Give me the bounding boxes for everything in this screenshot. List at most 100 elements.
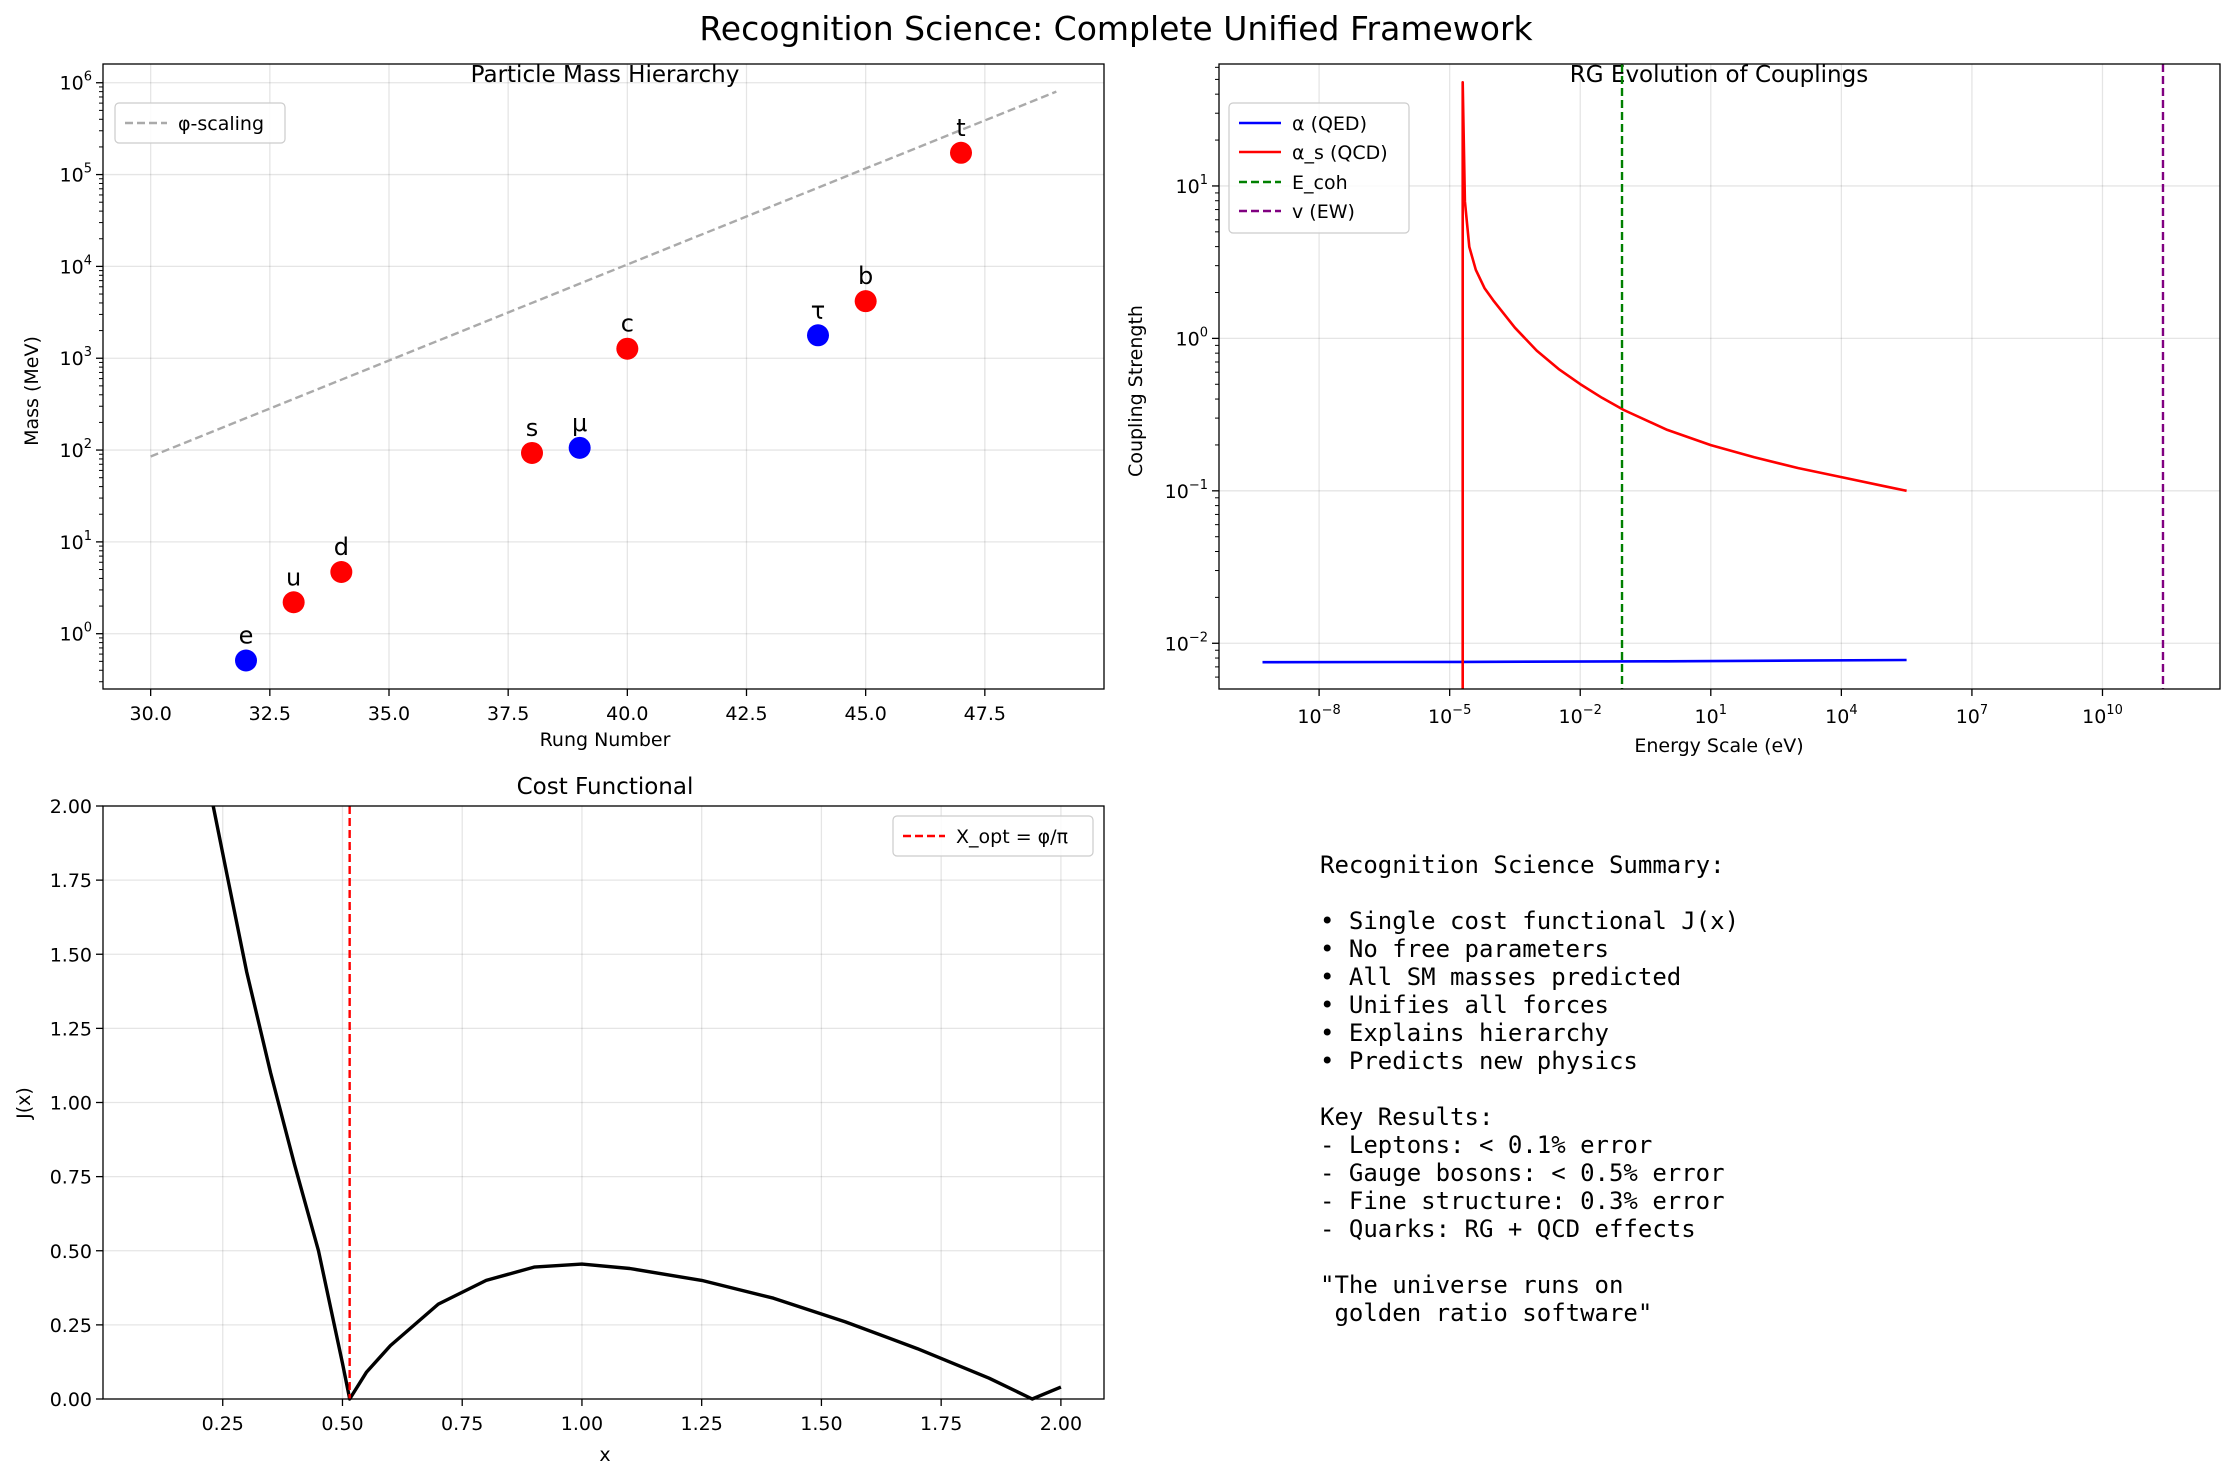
- particle-label-e: e: [239, 621, 254, 649]
- cost-chart-title: Cost Functional: [517, 774, 694, 800]
- key-result: - Gauge bosons: < 0.5% error: [1320, 1159, 1725, 1187]
- mass-xtick-label: 32.5: [249, 703, 291, 725]
- mass-chart-frame: [102, 63, 1105, 690]
- cost-xtick-label: 2.00: [1040, 1413, 1082, 1435]
- mass-xtick-label: 47.5: [964, 703, 1006, 725]
- mass-xtick-label: 40.0: [606, 703, 648, 725]
- mass-xtick-label: 30.0: [130, 703, 172, 725]
- key-result: - Quarks: RG + QCD effects: [1320, 1215, 1696, 1243]
- cost-ytick-label: 0.75: [50, 1167, 92, 1189]
- cost-xtick-label: 1.75: [920, 1413, 962, 1435]
- rg-legend-label-qed: α (QED): [1292, 113, 1367, 135]
- rg-xtick-label: 10−8: [1297, 703, 1340, 728]
- mass-hierarchy-chart: Particle Mass Hierarchy Rung Number Mass…: [21, 62, 1105, 751]
- cost-ytick-label: 2.00: [50, 796, 92, 818]
- particle-point-u: [282, 591, 305, 614]
- rg-xtick-label: 101: [1695, 703, 1727, 728]
- summary-bullet: • No free parameters: [1320, 935, 1609, 963]
- mass-xtick-label: 42.5: [725, 703, 767, 725]
- cost-functional-chart: Cost Functional x J(x) 0.25 0.50 0.75 1.00 1…: [13, 774, 1105, 1466]
- rg-xtick-label: 107: [1956, 703, 1988, 728]
- particle-label-u: u: [286, 563, 301, 591]
- cost-xtick-label: 1.50: [800, 1413, 842, 1435]
- summary-bullet: • Single cost functional J(x): [1320, 907, 1739, 935]
- cost-ytick-label: 1.50: [50, 944, 92, 966]
- particle-label-μ: μ: [572, 409, 587, 437]
- summary-title: Recognition Science Summary:: [1320, 851, 1725, 879]
- cost-ytick-label: 0.25: [50, 1315, 92, 1337]
- rg-series-sqcd: [1461, 81, 1907, 689]
- key-result: - Fine structure: 0.3% error: [1320, 1187, 1725, 1215]
- cost-xtick-label: 0.50: [321, 1413, 363, 1435]
- cost-ytick-label: 1.25: [50, 1018, 92, 1040]
- cost-ytick-label: 0.50: [50, 1241, 92, 1263]
- mass-ytick-label: 103: [60, 345, 92, 370]
- rg-ytick-label: 10−1: [1165, 478, 1208, 503]
- rg-chart-ylabel: Coupling Strength: [1125, 305, 1147, 477]
- cost-chart-ticks: 0.25 0.50 0.75 1.00 1.25 1.50 1.75 2.00 0.00 0.25…: [50, 796, 1082, 1435]
- summary-text-block: Recognition Science Summary: • Single co…: [1320, 851, 1739, 1327]
- rg-legend-box: [1228, 102, 1410, 234]
- rg-legend-label-ecoh: E_coh: [1292, 172, 1348, 194]
- summary-quote: golden ratio software": [1320, 1299, 1652, 1327]
- key-results-title: Key Results:: [1320, 1103, 1493, 1131]
- cost-chart-grid: [103, 805, 1104, 1400]
- rg-ytick-label: 101: [1176, 173, 1208, 198]
- mass-ytick-label: 104: [60, 253, 92, 278]
- mass-ytick-label: 102: [60, 437, 92, 462]
- cost-xtick-label: 1.00: [561, 1413, 603, 1435]
- rg-legend-label-vew: v (EW): [1292, 201, 1355, 223]
- rg-ytick-label: 10−2: [1165, 630, 1208, 655]
- summary-bullet: • Predicts new physics: [1320, 1047, 1638, 1075]
- mass-ytick-label: 100: [60, 621, 92, 646]
- rg-xtick-label: 104: [1825, 703, 1857, 728]
- particle-label-t: t: [956, 114, 965, 142]
- rg-chart-legend: α (QED) α_s (QCD) E_coh v (EW): [1228, 102, 1410, 234]
- cost-chart-ylabel: J(x): [13, 1087, 35, 1120]
- rg-legend-label-qcd: α_s (QCD): [1292, 142, 1388, 164]
- figure-title: Recognition Science: Complete Unified Fr…: [699, 9, 1533, 48]
- particle-point-e: [235, 649, 257, 672]
- rg-chart-title: RG Evolution of Couplings: [1570, 62, 1868, 88]
- mass-chart-xlabel: Rung Number: [540, 729, 671, 751]
- particle-label-s: s: [526, 414, 539, 442]
- cost-legend-label-xopt: X_opt = φ/π: [956, 826, 1068, 848]
- mass-chart-ylabel: Mass (MeV): [21, 336, 43, 446]
- summary-bullet: • Explains hierarchy: [1320, 1019, 1609, 1047]
- particle-label-c: c: [621, 310, 634, 338]
- cost-chart-plot-area: [211, 805, 1062, 1401]
- cost-chart-xlabel: x: [599, 1444, 610, 1466]
- mass-chart-title: Particle Mass Hierarchy: [471, 62, 740, 88]
- mass-legend-box: [114, 102, 286, 144]
- cost-functional-curve: [211, 805, 1062, 1401]
- rg-chart-grid: [1219, 64, 2220, 689]
- particle-label-d: d: [334, 533, 349, 561]
- rg-chart-plot-area: [1262, 64, 2165, 689]
- mass-xtick-label: 35.0: [368, 703, 410, 725]
- particle-label-b: b: [858, 262, 873, 290]
- rg-chart-ticks: 10−8 10−5 10−2 101 104 107 1010 10−2 10−1 100 101: [1165, 66, 2123, 728]
- phi-scaling-line: [150, 90, 1057, 458]
- mass-ytick-label: 101: [60, 529, 92, 554]
- mass-chart-legend: φ-scaling: [114, 102, 286, 144]
- cost-chart-legend: X_opt = φ/π: [892, 815, 1094, 857]
- mass-xtick-label: 37.5: [487, 703, 529, 725]
- cost-legend-box: [892, 815, 1094, 857]
- rg-chart-xlabel: Energy Scale (eV): [1634, 735, 1803, 757]
- particle-point-d: [330, 560, 353, 583]
- mass-xtick-label: 45.0: [845, 703, 887, 725]
- particle-point-s: [521, 441, 543, 464]
- cost-xtick-label: 0.75: [441, 1413, 483, 1435]
- mass-ytick-label: 105: [60, 162, 92, 187]
- rg-xtick-label: 10−2: [1559, 703, 1602, 728]
- rg-series-qed: [1262, 658, 1907, 664]
- cost-chart-frame: [102, 805, 1105, 1400]
- rg-chart-frame: [1218, 63, 2221, 690]
- cost-ytick-label: 0.00: [50, 1389, 92, 1411]
- key-result: - Leptons: < 0.1% error: [1320, 1131, 1652, 1159]
- mass-legend-label-phi-scaling: φ-scaling: [178, 113, 264, 135]
- summary-bullet: • Unifies all forces: [1320, 991, 1609, 1019]
- rg-evolution-chart: RG Evolution of Couplings Energy Scale (…: [1125, 62, 2221, 757]
- mass-chart-plot-area: e u d s μ c τ b t: [150, 90, 1057, 672]
